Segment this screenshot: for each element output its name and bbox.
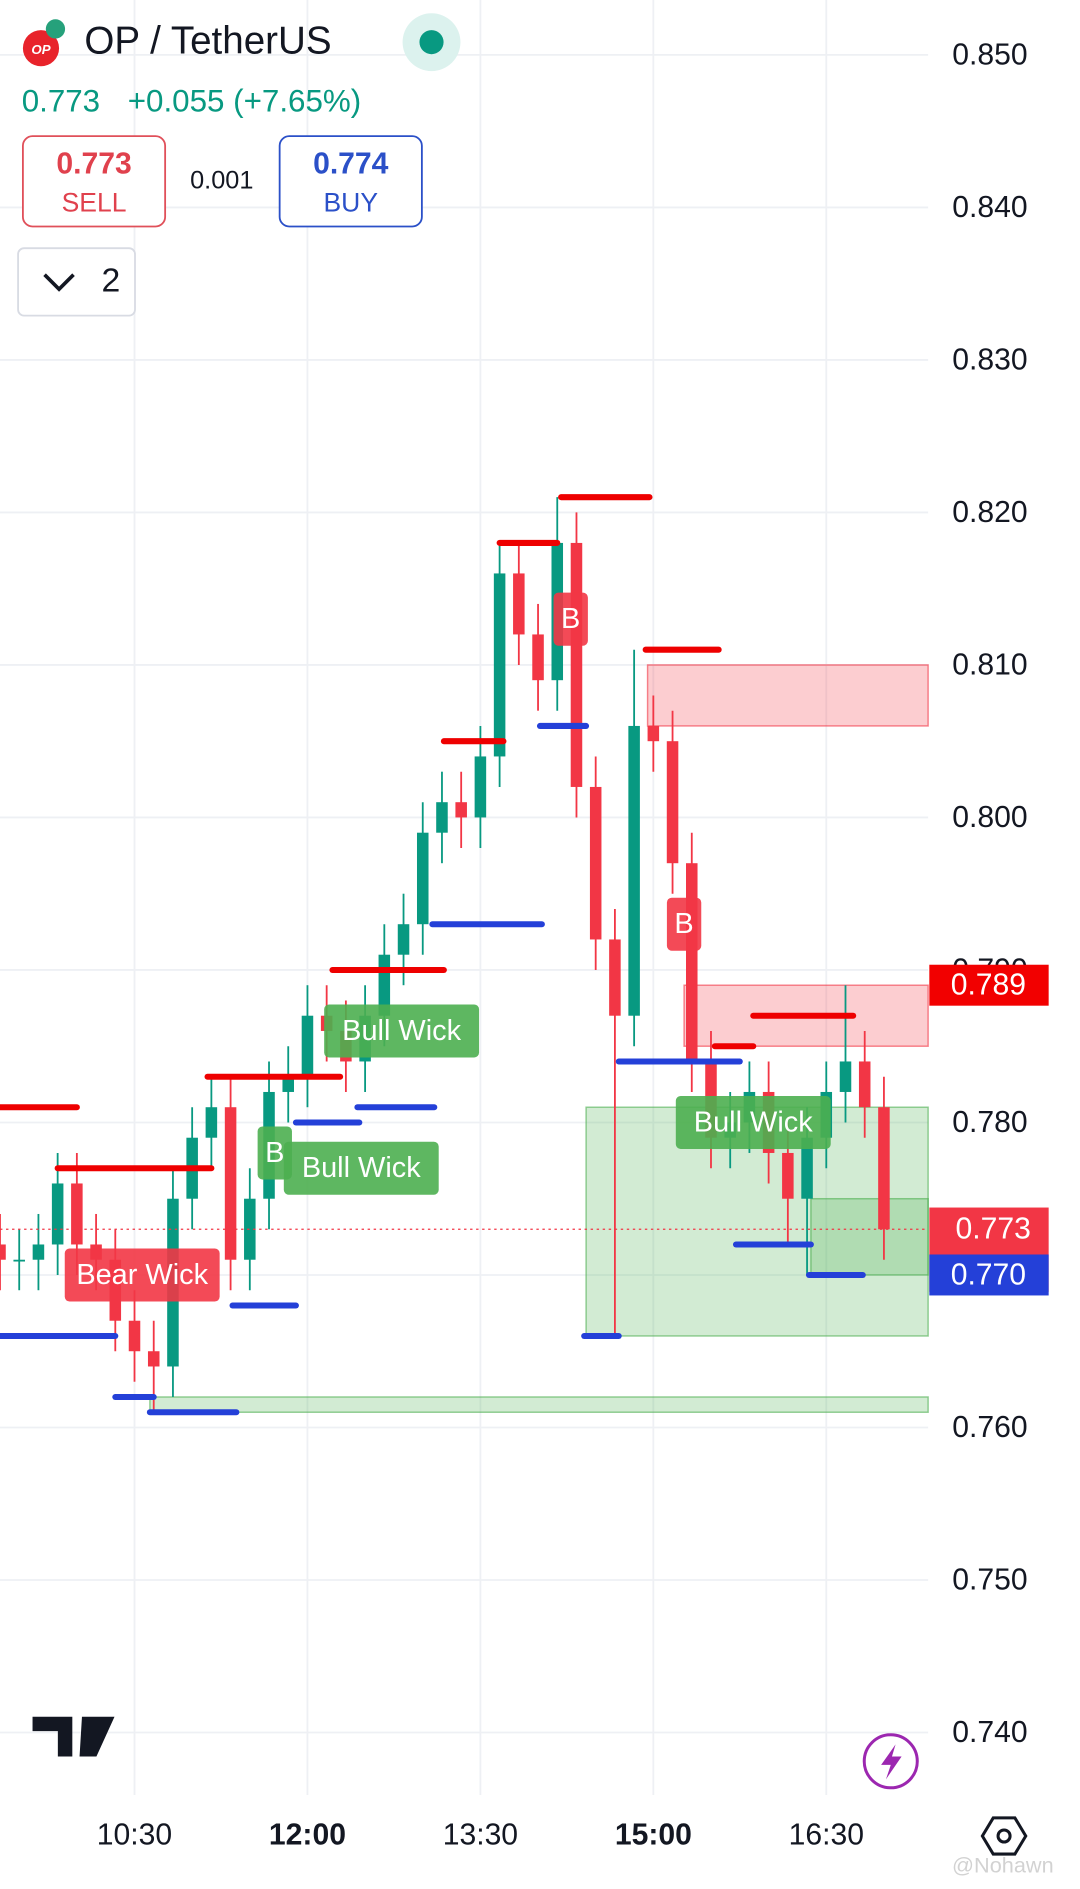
annotation-box (257, 1126, 292, 1180)
candle-body (224, 1107, 237, 1260)
candle-body (513, 573, 525, 635)
candle-body (378, 954, 391, 1016)
y-tick-label: 0.820 (952, 496, 1027, 529)
candle-body (282, 1076, 295, 1092)
quote-logo (45, 19, 66, 39)
candle-body (801, 1137, 813, 1199)
market-status-dot (419, 30, 444, 55)
candle-body (397, 924, 410, 955)
y-tick-label: 0.850 (952, 38, 1027, 71)
indicators-toggle[interactable] (17, 247, 136, 317)
annotation-box (283, 1141, 439, 1195)
zone (810, 1197, 929, 1276)
candle-body (301, 1015, 314, 1077)
candle-body (0, 1244, 6, 1260)
buy-label: BUY (324, 187, 379, 217)
y-tick-label: 0.840 (952, 191, 1027, 224)
symbol-name[interactable]: OP / TetherUS (84, 19, 331, 62)
price-tag-label: 0.789 (951, 969, 1026, 1002)
lightning-icon (881, 1744, 902, 1780)
y-tick-label: 0.750 (952, 1563, 1027, 1596)
candle-body (474, 756, 487, 818)
sell-price: 0.773 (56, 147, 131, 180)
settings-icon (996, 1828, 1012, 1844)
header: OP OP / TetherUS 0.773 +0.055 (+7.65%) 0… (17, 13, 461, 317)
candle-body (128, 1320, 141, 1352)
candle-body (71, 1183, 83, 1245)
candle-body (858, 1061, 871, 1108)
x-tick-label: 10:30 (97, 1818, 172, 1851)
y-tick-label: 0.740 (952, 1716, 1027, 1749)
annotation-box (553, 592, 588, 646)
buy-price: 0.774 (313, 147, 389, 180)
annotation-label: B (674, 908, 693, 940)
price-tag (929, 1254, 1049, 1296)
candle-body (839, 1061, 852, 1092)
candle-body (13, 1259, 25, 1262)
annotation-label: B (265, 1137, 284, 1169)
candle-body (455, 802, 467, 818)
candle-body (666, 741, 679, 864)
annotation-box (666, 897, 702, 951)
candle-body (609, 939, 621, 1016)
candle-body (244, 1198, 256, 1260)
chevron-icon (43, 273, 75, 292)
x-tick-label: 12:00 (269, 1818, 346, 1851)
annotation-box (324, 1004, 480, 1058)
annotation-label: Bull Wick (694, 1106, 813, 1138)
price-tag-label: 0.770 (951, 1258, 1026, 1291)
annotation-box (675, 1095, 831, 1149)
candle-body (416, 832, 429, 925)
candle-body (647, 725, 660, 742)
candle-body (147, 1351, 160, 1367)
candle-body (628, 725, 640, 1016)
candle-body (493, 573, 506, 757)
candle-body (782, 1152, 794, 1199)
candle-body (570, 542, 583, 787)
y-tick-label: 0.780 (952, 1106, 1027, 1139)
indicators-count: 2 (102, 262, 121, 300)
last-price: 0.773 (22, 84, 100, 119)
annotation-label: Bear Wick (76, 1259, 208, 1291)
zone (149, 1396, 929, 1413)
logo-text: OP (31, 42, 50, 57)
annotation-label: Bull Wick (342, 1015, 461, 1047)
symbol-logo (22, 30, 60, 67)
x-tick-label: 13:30 (443, 1818, 518, 1851)
y-tick-label: 0.760 (952, 1411, 1027, 1444)
sell-label: SELL (62, 187, 127, 217)
settings-button[interactable] (980, 1816, 1028, 1856)
candle-body (532, 634, 544, 681)
candle-body (589, 786, 602, 940)
candle-body (205, 1107, 218, 1138)
watermark: @Nohawn (952, 1852, 1054, 1877)
spread: 0.001 (190, 167, 253, 195)
annotation-label: B (561, 603, 580, 635)
buy-button[interactable] (278, 135, 423, 228)
candle-body (32, 1244, 45, 1260)
annotation-label: Bull Wick (302, 1152, 421, 1184)
candle-body (436, 802, 448, 833)
annotation-box (64, 1248, 220, 1302)
x-tick-label: 16:30 (789, 1818, 864, 1851)
x-tick-label: 15:00 (615, 1818, 692, 1851)
tradingview-logo[interactable] (32, 1716, 115, 1757)
y-tick-label: 0.830 (952, 343, 1027, 376)
zone (646, 664, 929, 727)
y-tick-label: 0.810 (952, 648, 1027, 681)
price-change: +0.055 (+7.65%) (128, 84, 361, 119)
candle-body (878, 1107, 890, 1230)
sell-button[interactable] (21, 135, 167, 228)
y-tick-label: 0.800 (952, 801, 1027, 834)
price-tag-label: 0.773 (956, 1213, 1031, 1246)
candle-body (51, 1183, 64, 1245)
candle-body (686, 863, 698, 1062)
plot-area: 10:30 12:00 13:30 15:00 16:30 0.850 0.840 0.830… (0, 0, 1049, 1851)
price-tag (929, 964, 1049, 1006)
